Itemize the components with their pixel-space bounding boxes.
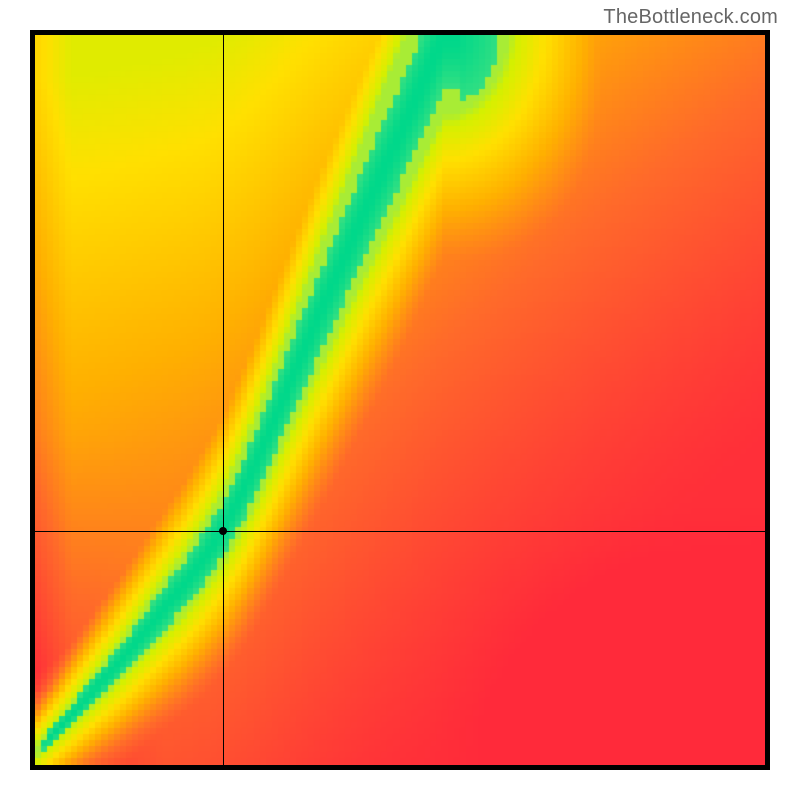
plot-inner [35, 35, 765, 765]
watermark-text: TheBottleneck.com [603, 6, 778, 29]
chart-container: TheBottleneck.com [0, 0, 800, 800]
heatmap-canvas [35, 35, 765, 765]
plot-frame [30, 30, 770, 770]
marker-dot [219, 527, 227, 535]
crosshair-vertical [223, 35, 224, 765]
crosshair-horizontal [35, 531, 765, 532]
